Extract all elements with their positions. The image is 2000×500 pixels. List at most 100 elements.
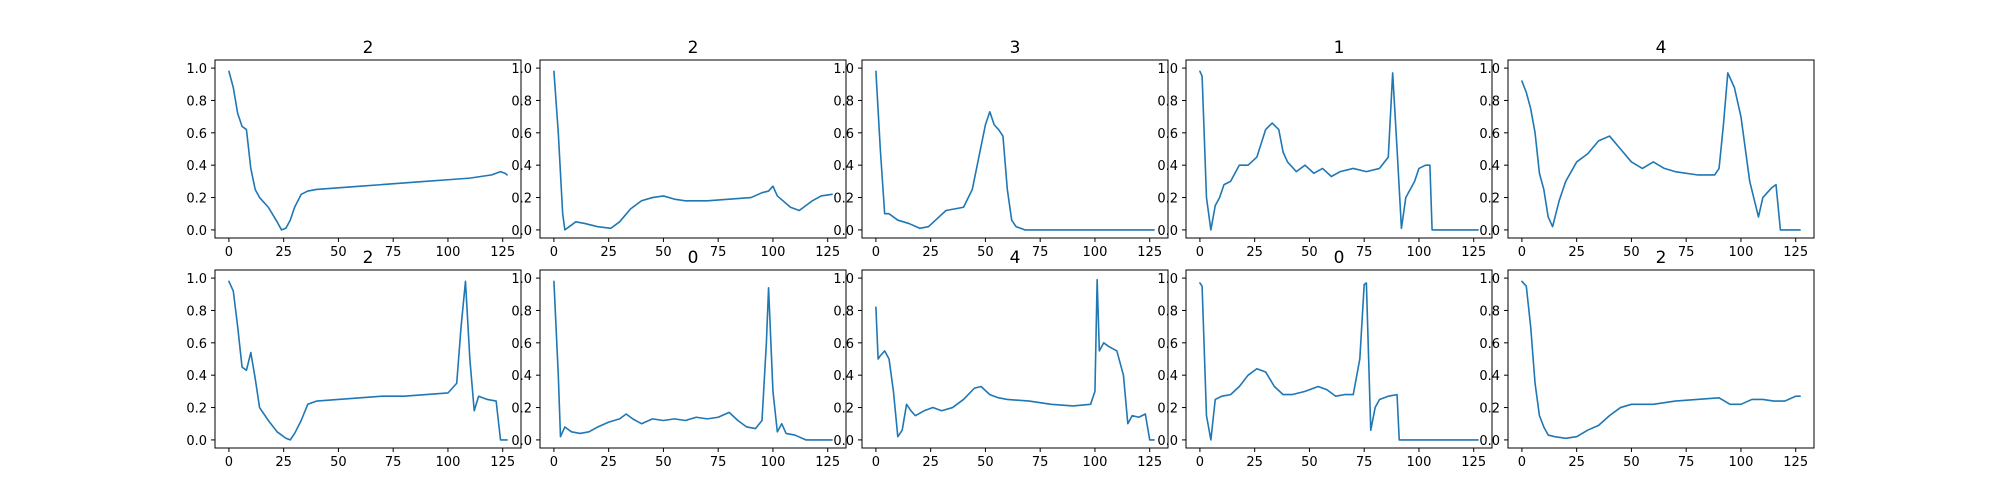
x-tick-label: 100: [1729, 245, 1754, 260]
chart-panel-10: 0 25 50 75 100 125 0.0 0.2 0.4 0.6 0.8 1.0 2: [1479, 248, 1815, 470]
y-tick-label: 0.8: [186, 94, 207, 109]
series-line: [553, 280, 833, 441]
x-tick-label: 50: [1301, 455, 1318, 470]
y-tick-label: 0.0: [186, 224, 207, 239]
series-line: [1199, 282, 1479, 441]
y-tick-label: 0.4: [1157, 159, 1178, 174]
x-tick-label: 100: [1083, 245, 1108, 260]
y-tick-label: 0.8: [833, 304, 854, 319]
x-tick-label: 25: [1246, 455, 1263, 470]
chart-title: 2: [1656, 248, 1667, 268]
chart-title: 0: [1334, 248, 1345, 268]
x-tick-label: 0: [872, 245, 880, 260]
chart-title: 0: [688, 248, 699, 268]
y-tick-label: 0.2: [833, 402, 854, 417]
y-tick-label: 0.4: [833, 159, 854, 174]
series-line: [553, 70, 833, 231]
y-tick-label: 0.8: [833, 94, 854, 109]
y-tick-label: 0.0: [1479, 434, 1500, 449]
y-tick-label: 0.6: [833, 127, 854, 142]
x-tick-label: 25: [922, 245, 939, 260]
y-tick-label: 1.0: [1157, 62, 1178, 77]
series-line: [875, 70, 1155, 231]
y-tick-label: 0.0: [511, 224, 532, 239]
x-tick-label: 0: [872, 455, 880, 470]
chart-title: 2: [363, 248, 374, 268]
y-tick-label: 0.0: [186, 434, 207, 449]
y-tick-label: 0.8: [1479, 94, 1500, 109]
x-tick-label: 25: [600, 455, 617, 470]
x-tick-label: 100: [1407, 455, 1432, 470]
chart-panel-6: 0 25 50 75 100 125 0.0 0.2 0.4 0.6 0.8 1.0 2: [186, 248, 522, 470]
y-tick-label: 1.0: [511, 272, 532, 287]
y-tick-label: 0.8: [186, 304, 207, 319]
x-tick-label: 125: [815, 245, 840, 260]
x-tick-label: 75: [710, 455, 727, 470]
chart-title: 4: [1010, 248, 1021, 268]
axes-frame: [861, 269, 1169, 449]
x-tick-label: 125: [1461, 455, 1486, 470]
x-tick-label: 50: [1301, 245, 1318, 260]
x-tick-label: 25: [922, 455, 939, 470]
series-line: [228, 280, 508, 441]
y-tick-label: 0.0: [1157, 224, 1178, 239]
x-tick-label: 50: [655, 245, 672, 260]
axes-frame: [1185, 269, 1493, 449]
y-tick-label: 0.2: [833, 192, 854, 207]
x-tick-label: 100: [761, 455, 786, 470]
chart-title: 3: [1010, 38, 1021, 58]
y-tick-label: 0.0: [833, 224, 854, 239]
y-tick-label: 0.4: [186, 159, 207, 174]
x-tick-label: 0: [550, 245, 558, 260]
y-tick-label: 0.2: [511, 192, 532, 207]
y-tick-label: 0.6: [186, 337, 207, 352]
x-tick-label: 50: [330, 455, 347, 470]
x-tick-label: 25: [275, 455, 292, 470]
series-line: [228, 70, 508, 231]
y-tick-label: 0.2: [1157, 192, 1178, 207]
chart-title: 1: [1334, 38, 1345, 58]
chart-panel-4: 0 25 50 75 100 125 0.0 0.2 0.4 0.6 0.8 1.0 1: [1157, 38, 1493, 260]
x-tick-label: 0: [550, 455, 558, 470]
y-tick-label: 0.8: [1479, 304, 1500, 319]
y-tick-label: 0.0: [833, 434, 854, 449]
y-tick-label: 0.8: [1157, 94, 1178, 109]
x-tick-label: 125: [1783, 455, 1808, 470]
y-tick-label: 0.6: [1479, 127, 1500, 142]
x-tick-label: 125: [1461, 245, 1486, 260]
y-tick-label: 0.8: [1157, 304, 1178, 319]
x-tick-label: 100: [1729, 455, 1754, 470]
x-tick-label: 100: [436, 245, 461, 260]
y-tick-label: 0.4: [186, 369, 207, 384]
x-tick-label: 50: [1623, 245, 1640, 260]
series-line: [1199, 70, 1479, 231]
y-tick-label: 0.4: [1157, 369, 1178, 384]
x-tick-label: 75: [710, 245, 727, 260]
axes-frame: [214, 269, 522, 449]
axes-frame: [1185, 59, 1493, 239]
x-tick-label: 100: [761, 245, 786, 260]
chart-panel-7: 0 25 50 75 100 125 0.0 0.2 0.4 0.6 0.8 1.0 0: [511, 248, 847, 470]
y-tick-label: 1.0: [833, 62, 854, 77]
y-tick-label: 0.8: [511, 94, 532, 109]
x-tick-label: 50: [977, 245, 994, 260]
y-tick-label: 1.0: [186, 62, 207, 77]
y-tick-label: 0.4: [833, 369, 854, 384]
chart-panel-5: 0 25 50 75 100 125 0.0 0.2 0.4 0.6 0.8 1.0 4: [1479, 38, 1815, 260]
y-tick-label: 0.2: [1479, 402, 1500, 417]
x-tick-label: 75: [1678, 245, 1695, 260]
x-tick-label: 50: [1623, 455, 1640, 470]
x-tick-label: 25: [1568, 455, 1585, 470]
x-tick-label: 75: [1356, 455, 1373, 470]
x-tick-label: 125: [815, 455, 840, 470]
x-tick-label: 25: [275, 245, 292, 260]
y-tick-label: 1.0: [1479, 272, 1500, 287]
y-tick-label: 1.0: [186, 272, 207, 287]
x-tick-label: 100: [1083, 455, 1108, 470]
y-tick-label: 0.8: [511, 304, 532, 319]
y-tick-label: 0.4: [1479, 369, 1500, 384]
series-line: [1521, 280, 1801, 440]
chart-panel-3: 0 25 50 75 100 125 0.0 0.2 0.4 0.6 0.8 1.0 3: [833, 38, 1169, 260]
x-tick-label: 125: [1137, 245, 1162, 260]
